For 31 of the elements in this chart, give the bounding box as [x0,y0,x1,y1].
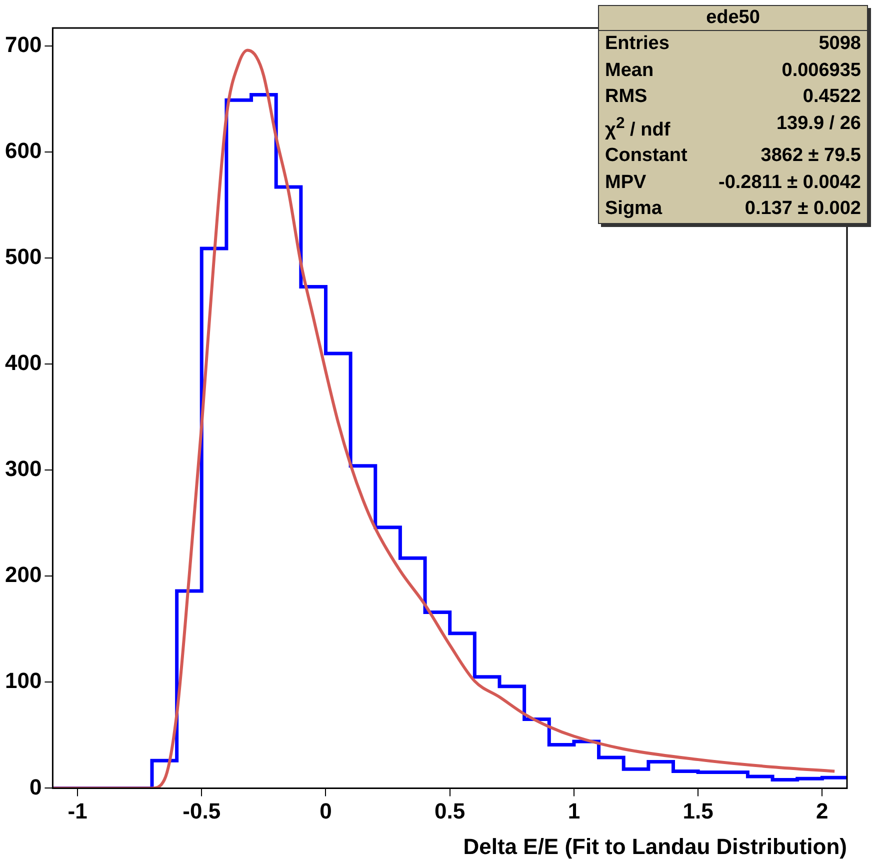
y-tick-label: 200 [4,562,42,588]
annotation: Sigma [605,197,662,222]
x-tick-label: -1 [68,798,88,824]
annotation: 0.137 ± 0.002 [744,197,861,222]
y-tick-label: 300 [4,456,42,482]
annotation: 5098 [818,32,861,56]
x-tick-label: 1.5 [682,798,714,824]
x-tick-label: -0.5 [182,798,221,824]
annotation: 0.006935 [782,58,861,82]
y-tick-label: 600 [4,138,42,164]
y-tick-label: 0 [29,774,42,800]
x-tick-label: 2 [816,798,828,824]
annotation: χ$^{2}$ / ndf [605,114,670,142]
y-tick-label: 400 [4,350,42,376]
annotation: ede50 [599,6,867,31]
annotation: MPV [605,170,646,195]
annotation: Entries [605,32,670,56]
annotation: Mean [605,58,654,82]
y-tick-label: 100 [4,668,42,694]
x-axis-title: Delta E/E (Fit to Landau Distribution) [463,834,847,859]
x-tick-label: 0 [320,798,332,824]
annotation: -0.2811 ± 0.0042 [718,170,861,195]
annotation: 139.9 / 26 [776,112,861,136]
y-tick-label: 700 [4,32,42,58]
annotation: Constant [605,144,688,168]
annotation: 0.4522 [802,85,861,109]
annotation: RMS [605,85,648,109]
y-tick-label: 500 [4,244,42,270]
x-tick-label: 0.5 [434,798,466,824]
x-tick-label: 1 [568,798,580,824]
annotation: 3862 ± 79.5 [760,144,861,168]
